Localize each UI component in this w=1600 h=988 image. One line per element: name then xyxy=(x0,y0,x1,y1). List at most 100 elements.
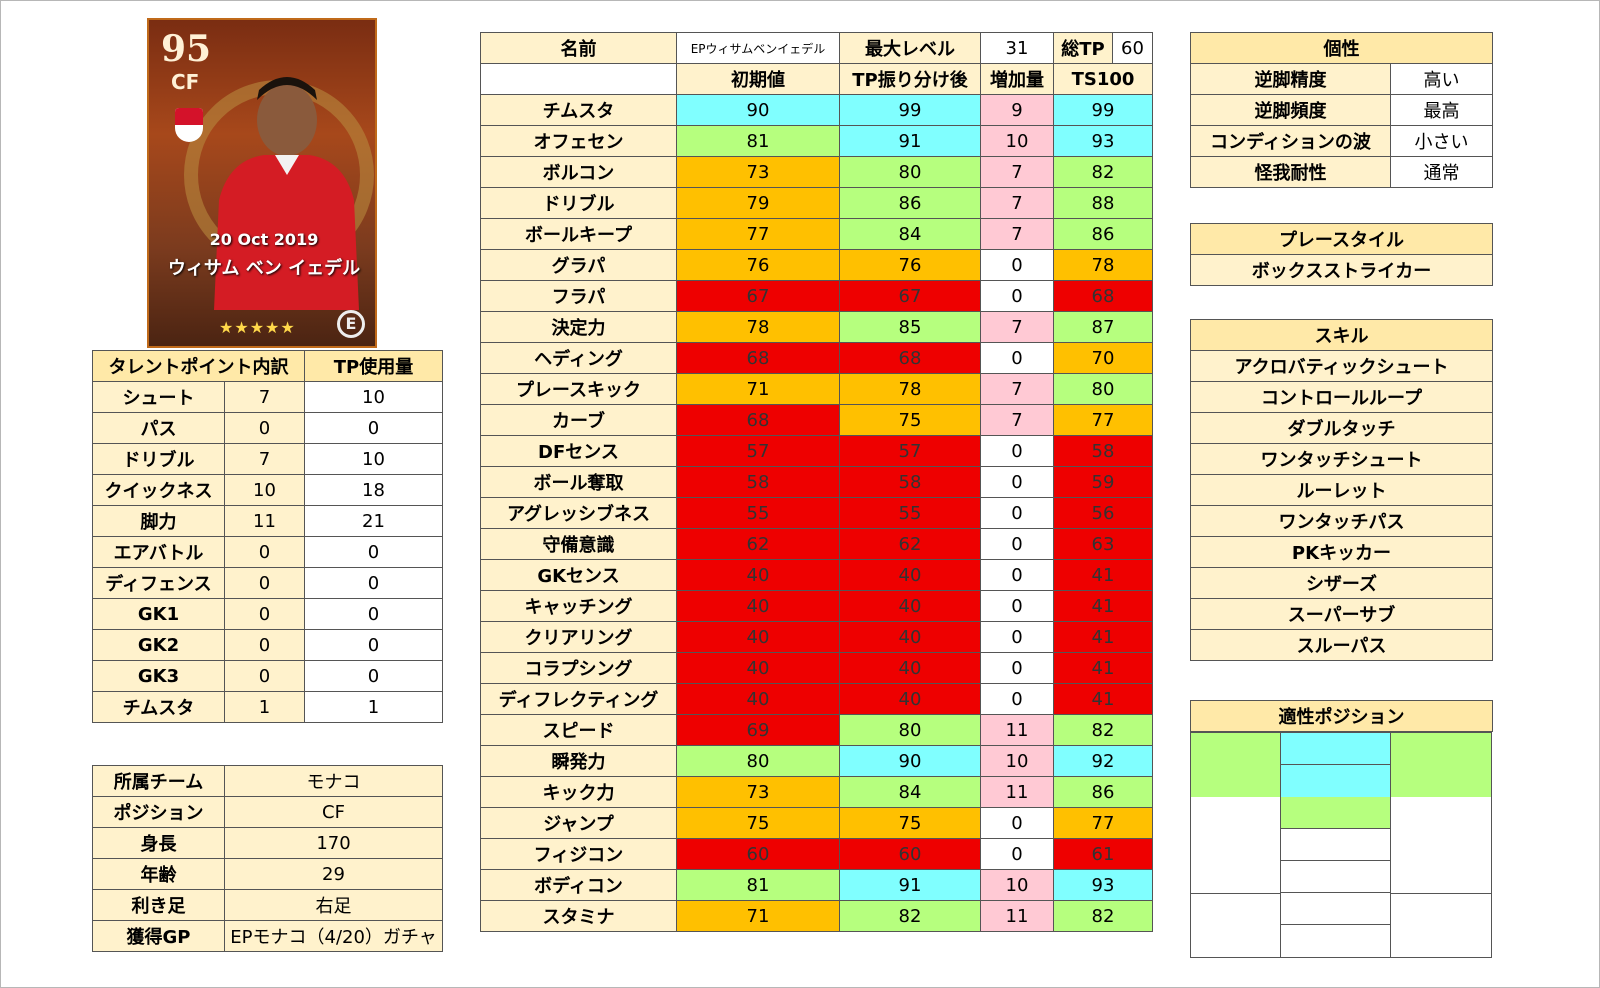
stat-ts100: 80 xyxy=(1053,373,1153,405)
talent-header-row: タレントポイント内訳 TP使用量 xyxy=(92,350,443,382)
max-level-value: 31 xyxy=(980,32,1054,64)
personality-label: 逆脚精度 xyxy=(1190,63,1391,95)
pos-second-striker xyxy=(1281,765,1391,797)
stat-ts100: 61 xyxy=(1053,838,1153,870)
max-level-label: 最大レベル xyxy=(839,32,981,64)
stat-label: ディフレクティング xyxy=(480,683,677,715)
skill-item: コントロールループ xyxy=(1190,381,1493,413)
stat-row: クリアリング 40 40 0 41 xyxy=(480,621,1153,653)
skills-header-row: スキル xyxy=(1190,319,1493,351)
stat-row: ボール奪取 58 58 0 59 xyxy=(480,466,1153,498)
stat-base: 71 xyxy=(676,373,840,405)
stat-label: 決定力 xyxy=(480,311,677,343)
skills-table: スキル アクロバティックシュート コントロールループ ダブルタッチ ワンタッチシュート… xyxy=(1190,319,1493,661)
skill-item: ワンタッチパス xyxy=(1190,505,1493,537)
pos-center-mid xyxy=(1281,829,1391,861)
talent-tp-used: 0 xyxy=(304,567,443,599)
stat-ts100: 93 xyxy=(1053,869,1153,901)
stat-after: 82 xyxy=(839,900,981,932)
col-ts100: TS100 xyxy=(1053,63,1153,95)
card-date: 20 Oct 2019 xyxy=(209,230,319,249)
stat-increase: 11 xyxy=(980,900,1054,932)
skill-item: スーパーサブ xyxy=(1190,598,1493,630)
stat-base: 60 xyxy=(676,838,840,870)
talent-points: 7 xyxy=(224,381,305,413)
stat-ts100: 41 xyxy=(1053,621,1153,653)
talent-row: GK3 0 0 xyxy=(92,660,443,692)
stat-ts100: 92 xyxy=(1053,745,1153,777)
stat-label: グラパ xyxy=(480,249,677,281)
talent-row: シュート 7 10 xyxy=(92,381,443,413)
stat-row: ヘディング 68 68 0 70 xyxy=(480,342,1153,374)
talent-label: パス xyxy=(92,412,225,444)
pos-center-forward xyxy=(1281,733,1391,765)
stat-row: ボディコン 81 91 10 93 xyxy=(480,869,1153,901)
stat-row: フラパ 67 67 0 68 xyxy=(480,280,1153,312)
stat-increase: 10 xyxy=(980,125,1054,157)
stat-label: チムスタ xyxy=(480,94,677,126)
stat-ts100: 70 xyxy=(1053,342,1153,374)
talent-tp-used: 0 xyxy=(304,629,443,661)
stat-label: ヘディング xyxy=(480,342,677,374)
info-label: 獲得GP xyxy=(92,920,225,952)
stat-increase: 10 xyxy=(980,745,1054,777)
personality-table: 個性 逆脚精度 高い 逆脚頻度 最高 コンディションの波 小さい 怪我耐性 通常 xyxy=(1190,32,1493,188)
stat-increase: 11 xyxy=(980,714,1054,746)
stat-increase: 0 xyxy=(980,838,1054,870)
skill-item: スルーパス xyxy=(1190,629,1493,661)
talent-label: ディフェンス xyxy=(92,567,225,599)
stats-title-row: 名前 EPウィサムベンイェデル 最大レベル 31 総TP 60 xyxy=(480,32,1153,64)
pos-left-mid xyxy=(1191,797,1281,893)
info-value: 29 xyxy=(224,858,443,890)
stat-base: 80 xyxy=(676,745,840,777)
stat-row: スタミナ 71 82 11 82 xyxy=(480,900,1153,932)
position-grid xyxy=(1190,732,1492,958)
stat-base: 40 xyxy=(676,559,840,591)
pos-left-wing xyxy=(1191,733,1281,797)
stat-ts100: 56 xyxy=(1053,497,1153,529)
stat-ts100: 82 xyxy=(1053,714,1153,746)
col-increase: 増加量 xyxy=(980,63,1054,95)
stat-row: コラプシング 40 40 0 41 xyxy=(480,652,1153,684)
stat-after: 40 xyxy=(839,683,981,715)
club-crest-icon xyxy=(175,108,203,142)
skill-row: PKキッカー xyxy=(1190,536,1493,568)
pos-left-back xyxy=(1191,893,1281,957)
stat-label: キャッチング xyxy=(480,590,677,622)
stat-base: 62 xyxy=(676,528,840,560)
stat-label: 守備意識 xyxy=(480,528,677,560)
stat-row: ボールキープ 77 84 7 86 xyxy=(480,218,1153,250)
stat-increase: 7 xyxy=(980,218,1054,250)
stat-row: カーブ 68 75 7 77 xyxy=(480,404,1153,436)
personality-value: 高い xyxy=(1390,63,1493,95)
stat-after: 91 xyxy=(839,869,981,901)
total-tp-label: 総TP xyxy=(1053,32,1113,64)
stat-ts100: 86 xyxy=(1053,218,1153,250)
name-label: 名前 xyxy=(480,32,677,64)
stat-increase: 10 xyxy=(980,869,1054,901)
talent-row: チムスタ 1 1 xyxy=(92,691,443,723)
stat-row: アグレッシブネス 55 55 0 56 xyxy=(480,497,1153,529)
stat-label: ボールキープ xyxy=(480,218,677,250)
stat-after: 68 xyxy=(839,342,981,374)
info-label: 年齢 xyxy=(92,858,225,890)
stat-base: 57 xyxy=(676,435,840,467)
talent-points: 0 xyxy=(224,629,305,661)
stat-base: 69 xyxy=(676,714,840,746)
stat-ts100: 41 xyxy=(1053,652,1153,684)
stat-increase: 0 xyxy=(980,528,1054,560)
stat-increase: 0 xyxy=(980,497,1054,529)
skill-row: ワンタッチシュート xyxy=(1190,443,1493,475)
talent-row: GK2 0 0 xyxy=(92,629,443,661)
stat-after: 40 xyxy=(839,652,981,684)
stat-after: 78 xyxy=(839,373,981,405)
talent-tp-used: 1 xyxy=(304,691,443,723)
stat-label: ボディコン xyxy=(480,869,677,901)
card-stars: ★★★★★ xyxy=(219,318,296,337)
pos-right-mid xyxy=(1391,797,1491,893)
playstyle-value: ボックスストライカー xyxy=(1190,254,1493,286)
talent-label: クイックネス xyxy=(92,474,225,506)
talent-label: GK2 xyxy=(92,629,225,661)
stat-after: 80 xyxy=(839,156,981,188)
stat-increase: 7 xyxy=(980,404,1054,436)
